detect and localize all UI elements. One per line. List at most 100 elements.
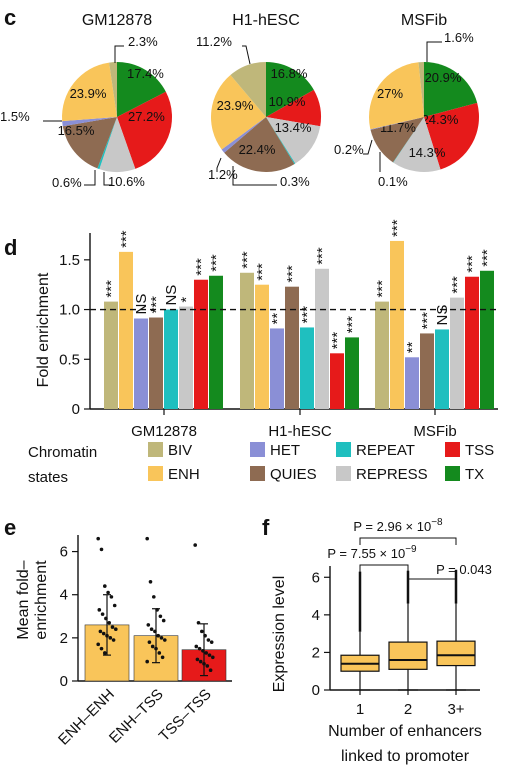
legend-swatch-tx (445, 466, 460, 481)
x-tick-label: 2 (404, 701, 412, 718)
significance-label: *** (299, 306, 316, 324)
data-point (200, 629, 204, 634)
significance-label: * (178, 297, 195, 303)
legend-swatch-tss (445, 442, 460, 457)
x-label-1: Number of enhancers (328, 723, 482, 740)
pie-slice-repeat (266, 117, 296, 165)
bar-tx (480, 270, 494, 409)
pie-slice-het (62, 117, 117, 127)
data-point (101, 631, 106, 636)
pie-slice-quies (370, 117, 424, 163)
bar-biv (104, 301, 118, 409)
pie-charts: GM12878 17.4% 27.2% 10.6% 0.6% 16.5% 1.5% 23.9%… (0, 12, 479, 190)
bar-enh (119, 251, 133, 409)
data-point (196, 620, 201, 625)
significance-label: *** (118, 230, 135, 248)
data-point (106, 590, 110, 595)
pie-slice-repress (266, 117, 321, 164)
p-value-exponent: −9 (405, 544, 417, 555)
pie-label-repress: 10.6% (108, 174, 145, 189)
expression-y-label: Expression level (271, 576, 288, 693)
data-point (155, 608, 159, 612)
data-point (109, 595, 114, 599)
panel-c-label: c (4, 5, 16, 30)
pie-title-H1-hESC: H1-hESC (232, 12, 300, 29)
bar-repress (179, 306, 193, 409)
data-point (193, 543, 197, 547)
y-tick-label: 0.5 (59, 351, 80, 368)
data-point (157, 651, 162, 655)
data-point (147, 640, 152, 644)
panel-e-label: e (4, 515, 16, 540)
data-point (100, 612, 105, 616)
bar-repeat (300, 327, 314, 409)
bar-enh (255, 284, 269, 409)
data-point (105, 633, 109, 638)
mean-enrichment-y-label-2: enrichment (33, 560, 50, 640)
pie-slice-het (221, 117, 266, 153)
legend-label-enh: ENH (168, 466, 200, 483)
legend-swatch-quies (250, 466, 265, 481)
legend-swatch-repeat (336, 442, 351, 457)
fold-enrichment-y-label: Fold enrichment (35, 272, 52, 387)
pie-leader-line (114, 45, 124, 63)
data-point (208, 668, 213, 673)
data-point (111, 638, 116, 642)
pie-leader-line (216, 157, 222, 172)
bar-biv (240, 272, 254, 409)
bar-tss (330, 353, 344, 409)
x-tick-label: GM12878 (131, 423, 197, 440)
significance-label: ** (269, 313, 286, 325)
bar-het (405, 357, 419, 409)
significance-label: *** (419, 312, 436, 330)
bar-biv (375, 301, 389, 409)
pie-leader-line (242, 45, 251, 65)
y-tick-label: 6 (60, 544, 68, 561)
pie-leader-line (84, 170, 96, 186)
y-tick-label: 2 (312, 644, 320, 661)
significance-label: *** (374, 280, 391, 298)
significance-bracket (407, 578, 457, 586)
p-value-exponent: −8 (431, 517, 443, 528)
y-tick-label: 4 (312, 607, 320, 624)
pie-slice-tss (424, 102, 479, 170)
legend-title-line2: states (28, 469, 68, 486)
data-point (103, 584, 107, 588)
data-point (194, 644, 199, 649)
pie-label-enh: 23.9% (217, 98, 254, 113)
legend-label-repeat: REPEAT (356, 442, 415, 459)
legend-label-tss: TSS (465, 442, 494, 459)
significance-label: *** (329, 332, 346, 350)
mean-enrichment-y-label-1: Mean fold– (15, 560, 32, 639)
y-tick-label: 0 (72, 401, 80, 418)
pie-label-biv: 11.2% (196, 34, 232, 49)
expression-boxplot: 0 2 4 6 1 2 3+ Number of enhancers linked to pro… (312, 517, 492, 765)
y-tick-label: 1.5 (59, 252, 80, 269)
pie-label-tss: 27.2% (128, 109, 165, 124)
data-point (203, 633, 207, 638)
pie-label-het: 0.2% (334, 142, 364, 157)
pie-label-biv: 2.3% (128, 34, 158, 49)
data-point (206, 638, 211, 642)
pie-slice-enh (211, 75, 266, 150)
data-point (99, 547, 104, 552)
legend-swatch-biv (148, 442, 163, 457)
pie-slice-enh (62, 62, 117, 122)
pie-leader-line (426, 41, 442, 62)
significance-label: *** (464, 255, 481, 273)
bar-repress (315, 268, 329, 409)
legend-swatch-enh (148, 466, 163, 481)
pie-slice-biv (230, 62, 266, 117)
data-point (146, 623, 151, 627)
data-point (156, 633, 160, 638)
data-point (104, 616, 108, 621)
x-tick-label: 1 (356, 701, 364, 718)
significance-bracket (359, 564, 409, 572)
pie-slice-biv (418, 62, 424, 117)
significance-label: *** (254, 263, 271, 281)
pie-slice-tss (117, 91, 172, 169)
legend-label-tx: TX (465, 466, 484, 483)
data-point (96, 642, 100, 647)
pie-label-repeat: 0.3% (280, 174, 310, 189)
significance-label: *** (479, 249, 496, 267)
